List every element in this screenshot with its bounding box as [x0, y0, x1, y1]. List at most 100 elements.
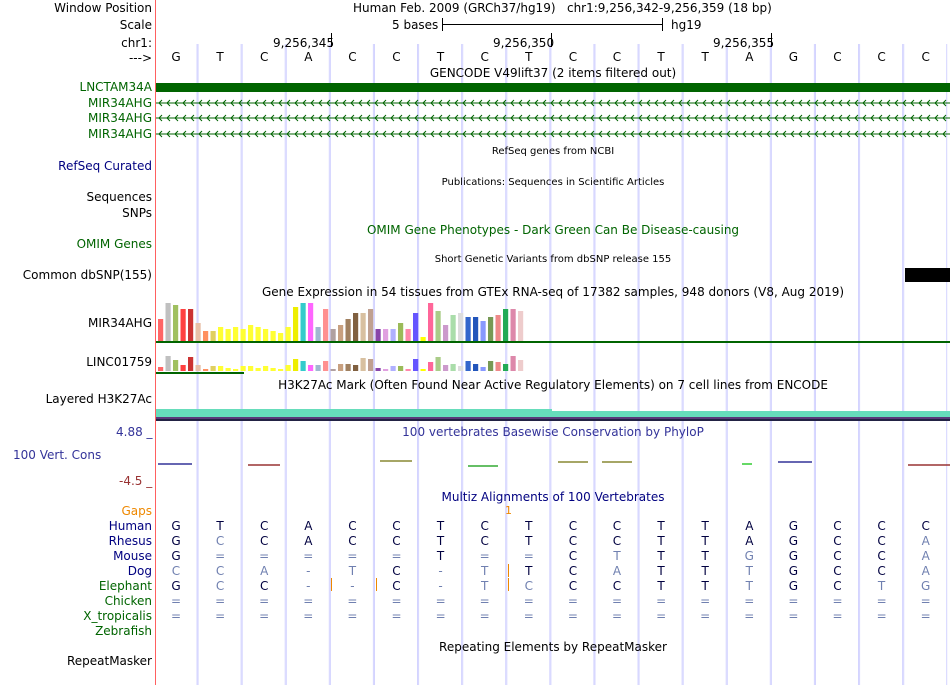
cons-label[interactable]: 100 Vert. Cons: [13, 448, 102, 462]
aligned-base: T: [657, 534, 665, 548]
gtex-bar: [330, 329, 336, 341]
species-label[interactable]: Rhesus: [108, 534, 152, 548]
strand-arrow: [230, 130, 235, 138]
gtex-bar: [488, 317, 494, 341]
reference-base: G: [788, 50, 799, 64]
refseq-label[interactable]: RefSeq Curated: [58, 159, 152, 173]
ruler-tick-label: 9,256,350: [493, 36, 555, 50]
strand-arrow: [374, 130, 379, 138]
gtex-bar: [473, 317, 479, 341]
dbsnp-variant-block[interactable]: [905, 268, 950, 282]
strand-arrow: [390, 114, 395, 122]
species-label[interactable]: Dog: [127, 564, 152, 578]
dbsnp-label[interactable]: Common dbSNP(155): [22, 268, 152, 282]
gencode-item-label[interactable]: LNCTAM34A: [79, 80, 152, 94]
gaps-label[interactable]: Gaps: [121, 504, 152, 518]
strand-arrow: [262, 130, 267, 138]
species-label[interactable]: Chicken: [104, 594, 152, 608]
h3k27ac-baseline: [156, 417, 950, 419]
mir34ahg-intron-lines[interactable]: [156, 96, 950, 144]
cons-wiggle[interactable]: [156, 455, 950, 471]
aligned-base: C: [215, 564, 225, 578]
strand-arrow: [566, 99, 571, 107]
gtex-bar: [308, 303, 314, 341]
aligned-base: T: [657, 579, 665, 593]
gtex-bar: [518, 360, 524, 371]
strand-arrow: [694, 114, 699, 122]
h3k27ac-signal[interactable]: [552, 411, 950, 417]
strand-arrow: [662, 99, 667, 107]
aligned-base: C: [921, 519, 930, 533]
gtex-gene-line: [156, 372, 244, 374]
aligned-base: C: [833, 549, 842, 563]
strand-arrow: [222, 130, 227, 138]
species-label[interactable]: Zebrafish: [95, 624, 152, 638]
strand-arrow: [398, 99, 403, 107]
species-label[interactable]: Elephant: [98, 579, 152, 593]
strand-arrow: [158, 114, 163, 122]
gtex-bar: [480, 367, 486, 371]
gtex-bar: [158, 367, 164, 371]
strand-arrow: [198, 99, 203, 107]
strand-arrow: [726, 99, 731, 107]
omim-label[interactable]: OMIM Genes: [76, 237, 152, 251]
gencode-item-label[interactable]: MIR34AHG: [87, 127, 152, 141]
gtex-bar: [345, 364, 351, 371]
strand-arrow: [622, 130, 627, 138]
aligned-base: G: [788, 579, 799, 593]
gtex-bar: [270, 331, 276, 341]
gtex-bar: [300, 361, 306, 371]
species-label[interactable]: X_tropicalis: [83, 609, 152, 623]
strand-arrow: [198, 130, 203, 138]
strand-arrow: [902, 114, 907, 122]
rmsk-track-title: Repeating Elements by RepeatMasker: [439, 640, 667, 654]
strand-arrow: [582, 130, 587, 138]
strand-arrow: [182, 130, 187, 138]
strand-arrow: [774, 99, 779, 107]
gtex-bar: [218, 366, 224, 371]
gtex-bar: [465, 317, 471, 341]
aligned-base: T: [657, 549, 665, 563]
h3k27ac-signal[interactable]: [156, 409, 552, 417]
rmsk-label[interactable]: RepeatMasker: [66, 654, 152, 668]
gtex-bar: [458, 313, 464, 341]
gtex-bar: [480, 321, 486, 341]
pubs-label-snps[interactable]: SNPs: [122, 206, 152, 220]
strand-arrow: [742, 114, 747, 122]
gencode-item-label[interactable]: MIR34AHG: [87, 96, 152, 110]
aligned-base: C: [392, 534, 401, 548]
aligned-base: T: [657, 564, 665, 578]
strand-arrow: [550, 114, 555, 122]
strand-arrow: [798, 130, 803, 138]
strand-arrow: [382, 114, 387, 122]
strand-arrow: [470, 99, 475, 107]
gtex-bar: [375, 368, 381, 371]
gtex-bar: [368, 359, 374, 371]
aligned-base: T: [525, 564, 533, 578]
strand-arrow: [174, 130, 179, 138]
strand-arrow: [630, 114, 635, 122]
gtex-gene-label[interactable]: LINC01759: [86, 355, 152, 369]
aligned-base: =: [259, 594, 270, 608]
gtex-bar: [278, 333, 284, 341]
species-label[interactable]: Mouse: [113, 549, 152, 563]
strand-arrow: [334, 99, 339, 107]
strand-arrow: [766, 130, 771, 138]
species-label[interactable]: Human: [108, 519, 152, 533]
strand-arrow: [206, 130, 211, 138]
strand-arrow: [390, 99, 395, 107]
h3k27ac-label[interactable]: Layered H3K27Ac: [45, 392, 152, 406]
gtex-expression-bars-mir34ahg[interactable]: [156, 300, 950, 345]
strand-arrow: [774, 114, 779, 122]
lnctam34a-gene-block[interactable]: [156, 83, 950, 92]
strand-arrow: [518, 130, 523, 138]
pubs-label-sequences[interactable]: Sequences: [86, 190, 152, 204]
gtex-expression-bars-linc01759[interactable]: [156, 346, 950, 376]
gtex-bar: [510, 356, 516, 371]
aligned-base: -: [438, 564, 443, 578]
gencode-item-label[interactable]: MIR34AHG: [87, 111, 152, 125]
strand-arrow: [830, 114, 835, 122]
gtex-gene-label[interactable]: MIR34AHG: [87, 316, 152, 330]
aligned-base: G: [171, 519, 181, 533]
